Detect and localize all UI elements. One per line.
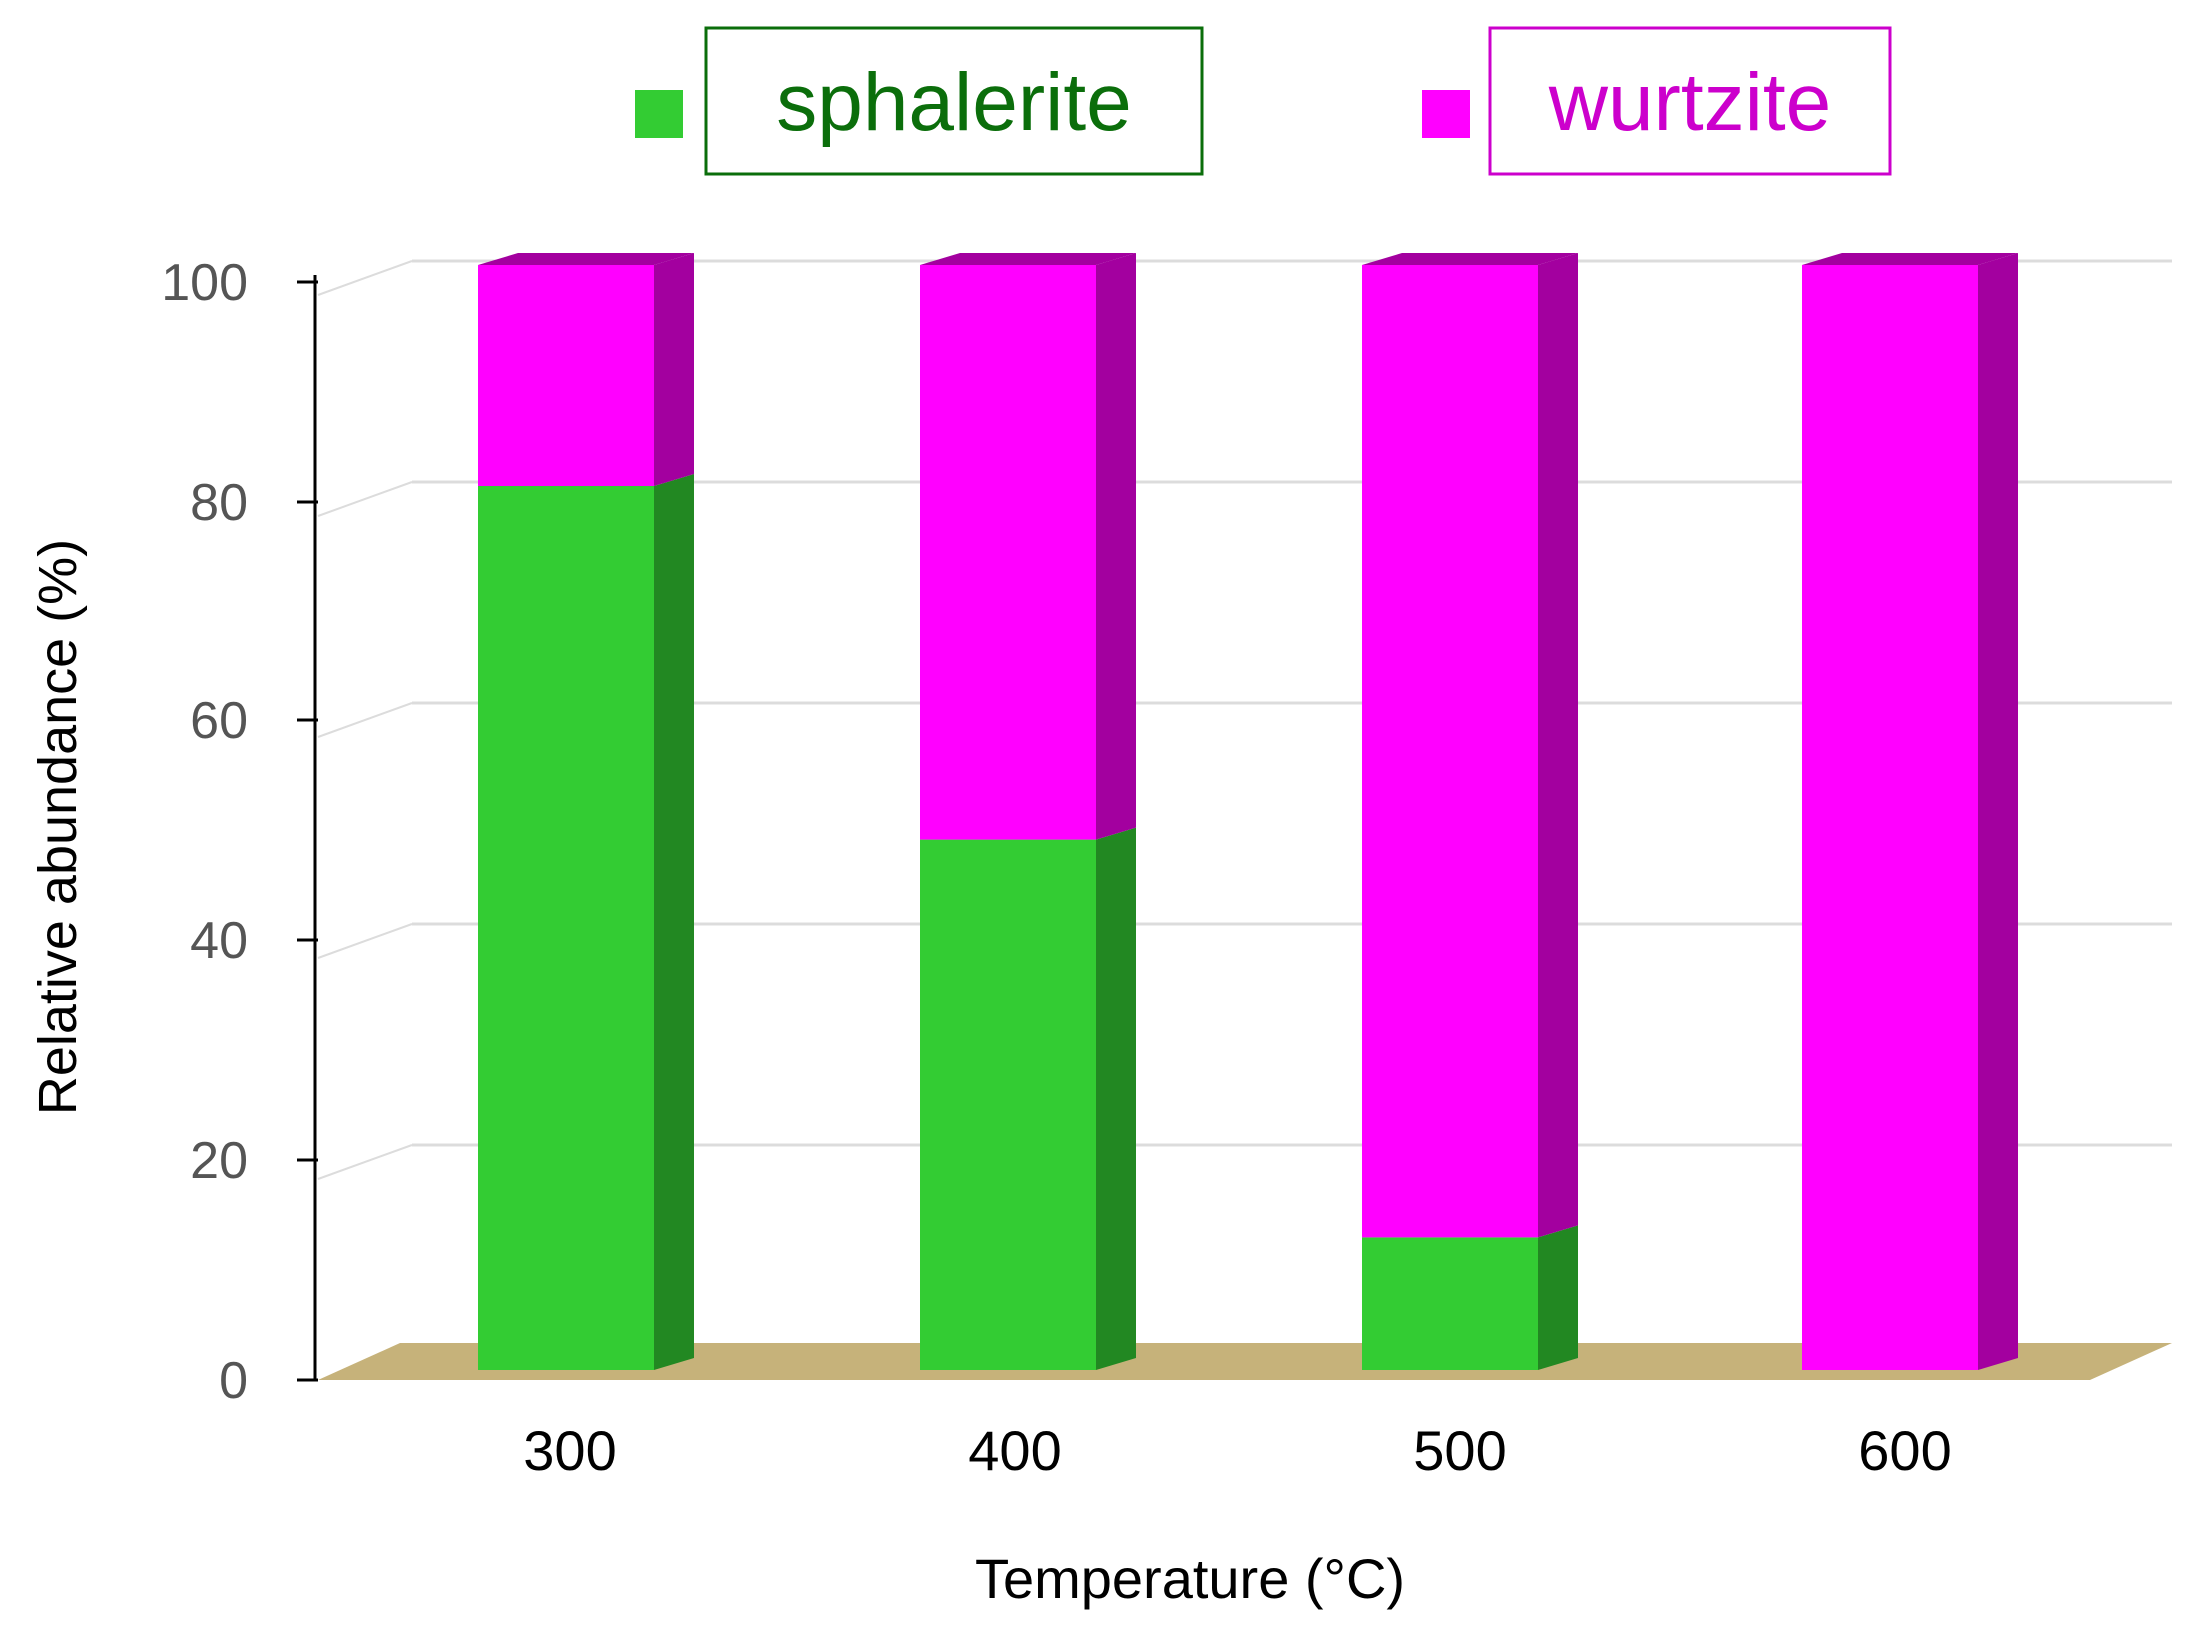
bar-side-sphalerite-500 (1538, 1225, 1578, 1370)
legend-box-sphalerite (704, 26, 1204, 176)
bar-sphalerite-500 (1362, 1237, 1538, 1370)
bar-wurtzite-600 (1802, 265, 1978, 1370)
y-tick-label: 0 (219, 1352, 248, 1410)
chart-floor (318, 1343, 2172, 1380)
grid-line-side (317, 702, 413, 738)
y-tick-label: 80 (190, 474, 248, 532)
y-tick-label: 40 (190, 912, 248, 970)
legend-swatch-wurtzite (1422, 90, 1470, 138)
bar-top-400 (920, 253, 1136, 265)
legend-label-wurtzite: wurtzite (1548, 57, 1832, 148)
legend-swatch-sphalerite (635, 90, 683, 138)
bar-top-600 (1802, 253, 2018, 265)
bar-wurtzite-400 (920, 265, 1096, 840)
bar-side-wurtzite-500 (1538, 253, 1578, 1238)
bars (478, 253, 2018, 1370)
grid-line-side (317, 260, 413, 296)
bar-side-wurtzite-600 (1978, 253, 2018, 1370)
x-tick-label: 400 (968, 1419, 1061, 1482)
grid-line-side (317, 1144, 413, 1180)
x-tick-label: 300 (523, 1419, 616, 1482)
bar-wurtzite-300 (478, 265, 654, 486)
grid-line-side (317, 481, 413, 517)
bar-top-300 (478, 253, 694, 265)
y-tick-label: 60 (190, 692, 248, 750)
x-tick-label: 500 (1413, 1419, 1506, 1482)
bar-side-wurtzite-300 (654, 253, 694, 486)
y-tick-label: 20 (190, 1132, 248, 1190)
bar-wurtzite-500 (1362, 265, 1538, 1238)
y-axis-label: Relative abundance (%) (28, 539, 88, 1115)
x-tick-labels: 300 400 500 600 (523, 1419, 1951, 1482)
legend: sphalerite wurtzite (635, 26, 1892, 176)
bar-side-wurtzite-400 (1096, 253, 1136, 840)
bar-sphalerite-300 (478, 486, 654, 1370)
x-axis-label: Temperature (°C) (975, 1547, 1405, 1610)
grid-line-side (317, 923, 413, 959)
y-tick-labels: 0 20 40 60 80 100 (161, 254, 318, 1410)
bar-top-500 (1362, 253, 1578, 265)
legend-box-wurtzite (1488, 26, 1892, 176)
x-tick-label: 600 (1858, 1419, 1951, 1482)
bar-side-sphalerite-300 (654, 474, 694, 1370)
legend-label-sphalerite: sphalerite (776, 57, 1132, 148)
bar-sphalerite-400 (920, 839, 1096, 1370)
y-tick-label: 100 (161, 254, 248, 312)
bar-side-sphalerite-400 (1096, 827, 1136, 1370)
